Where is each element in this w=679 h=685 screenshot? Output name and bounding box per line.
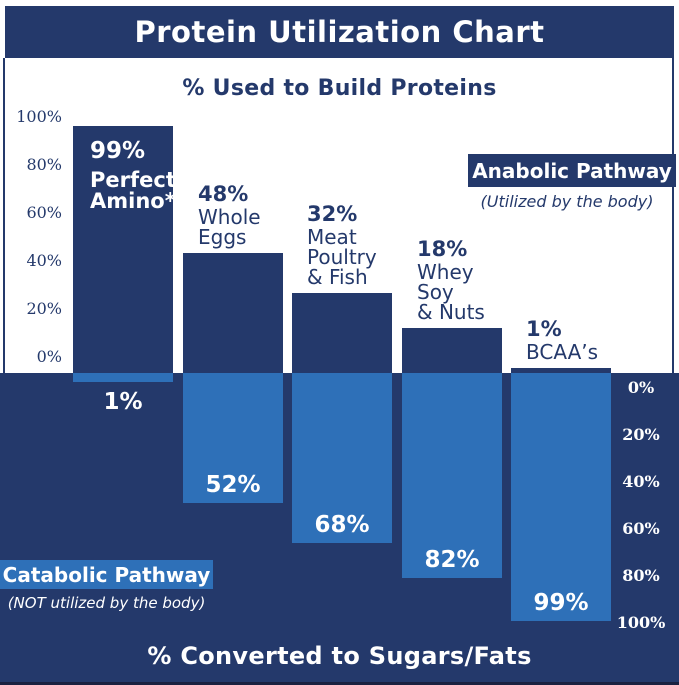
- right-axis-tick-20: 20%: [622, 425, 660, 444]
- right-axis-tick-0: 0%: [627, 378, 655, 397]
- catabolic-legend-caption: (NOT utilized by the body): [7, 594, 206, 612]
- catabolic-value-whey-soy-nuts: 82%: [424, 547, 480, 573]
- category-name-whey-soy-nuts: Soy: [417, 280, 454, 304]
- category-name-bcaas: BCAA’s: [526, 340, 599, 364]
- anabolic-bar-meat-poultry-fish: [292, 293, 392, 373]
- category-name-perfect-amino: Amino*: [90, 188, 176, 213]
- anabolic-value-whey-soy-nuts: 18%: [417, 237, 468, 261]
- catabolic-value-whole-eggs: 52%: [205, 472, 261, 498]
- catabolic-bar-whole-eggs: [183, 373, 283, 503]
- category-name-whey-soy-nuts: & Nuts: [417, 300, 485, 324]
- anabolic-bar-perfect-amino: [73, 125, 173, 373]
- bottom-axis-label: % Converted to Sugars/Fats: [147, 642, 532, 670]
- anabolic-label-bcaas: 1% BCAA’s: [526, 316, 598, 362]
- right-axis-tick-60: 60%: [622, 519, 660, 538]
- left-axis-tick-60: 60%: [26, 203, 62, 222]
- anabolic-legend-caption: (Utilized by the body): [480, 192, 654, 211]
- anabolic-value-bcaas: 1%: [526, 317, 562, 341]
- catabolic-value-perfect-amino: 1%: [103, 389, 143, 415]
- left-axis-tick-40: 40%: [26, 251, 62, 270]
- bottom-border-line: [0, 682, 679, 685]
- category-name-whey-soy-nuts: Whey: [417, 260, 474, 284]
- anabolic-value-whole-eggs: 48%: [198, 182, 249, 206]
- anabolic-legend-label: Anabolic Pathway: [472, 158, 672, 183]
- category-name-whole-eggs: Eggs: [198, 225, 247, 249]
- catabolic-value-bcaas: 99%: [533, 589, 589, 616]
- catabolic-legend-box: Catabolic Pathway: [0, 560, 213, 589]
- anabolic-bar-whey-soy-nuts: [402, 328, 502, 373]
- left-axis-tick-20: 20%: [26, 299, 62, 318]
- category-name-perfect-amino: Perfect: [90, 167, 176, 192]
- anabolic-label-whey-soy-nuts: 18% Whey Soy & Nuts: [417, 236, 485, 322]
- category-name-whole-eggs: Whole: [198, 205, 261, 229]
- anabolic-legend-box: Anabolic Pathway: [468, 154, 676, 187]
- right-axis-tick-80: 80%: [622, 566, 660, 585]
- anabolic-value-meat-poultry-fish: 32%: [307, 202, 358, 226]
- category-name-meat-poultry-fish: Poultry: [307, 245, 377, 269]
- left-axis-tick-0: 0%: [36, 347, 62, 366]
- anabolic-value-perfect-amino: 99%: [90, 137, 146, 164]
- category-name-meat-poultry-fish: Meat: [307, 225, 357, 249]
- catabolic-bar-meat-poultry-fish: [292, 373, 392, 543]
- catabolic-bar-whey-soy-nuts: [402, 373, 502, 578]
- chart-header-bar: Protein Utilization Chart: [5, 6, 674, 58]
- anabolic-label-meat-poultry-fish: 32% Meat Poultry & Fish: [307, 201, 377, 287]
- anabolic-bar-whole-eggs: [183, 253, 283, 373]
- category-name-meat-poultry-fish: & Fish: [307, 265, 368, 289]
- right-axis-tick-100: 100%: [616, 613, 666, 632]
- chart-title: Protein Utilization Chart: [134, 15, 545, 49]
- anabolic-label-perfect-amino: 99% Perfect Amino*: [90, 138, 176, 212]
- anabolic-bar-bcaas: [511, 368, 611, 373]
- left-axis-tick-80: 80%: [26, 155, 62, 174]
- catabolic-bar-bcaas: [511, 373, 611, 621]
- catabolic-legend-label: Catabolic Pathway: [2, 562, 211, 587]
- right-axis-tick-40: 40%: [622, 472, 660, 491]
- catabolic-bar-perfect-amino: [73, 373, 173, 382]
- anabolic-label-whole-eggs: 48% Whole Eggs: [198, 181, 261, 247]
- top-axis-label: % Used to Build Proteins: [182, 76, 497, 101]
- left-axis-tick-100: 100%: [16, 107, 62, 126]
- catabolic-value-meat-poultry-fish: 68%: [314, 512, 370, 538]
